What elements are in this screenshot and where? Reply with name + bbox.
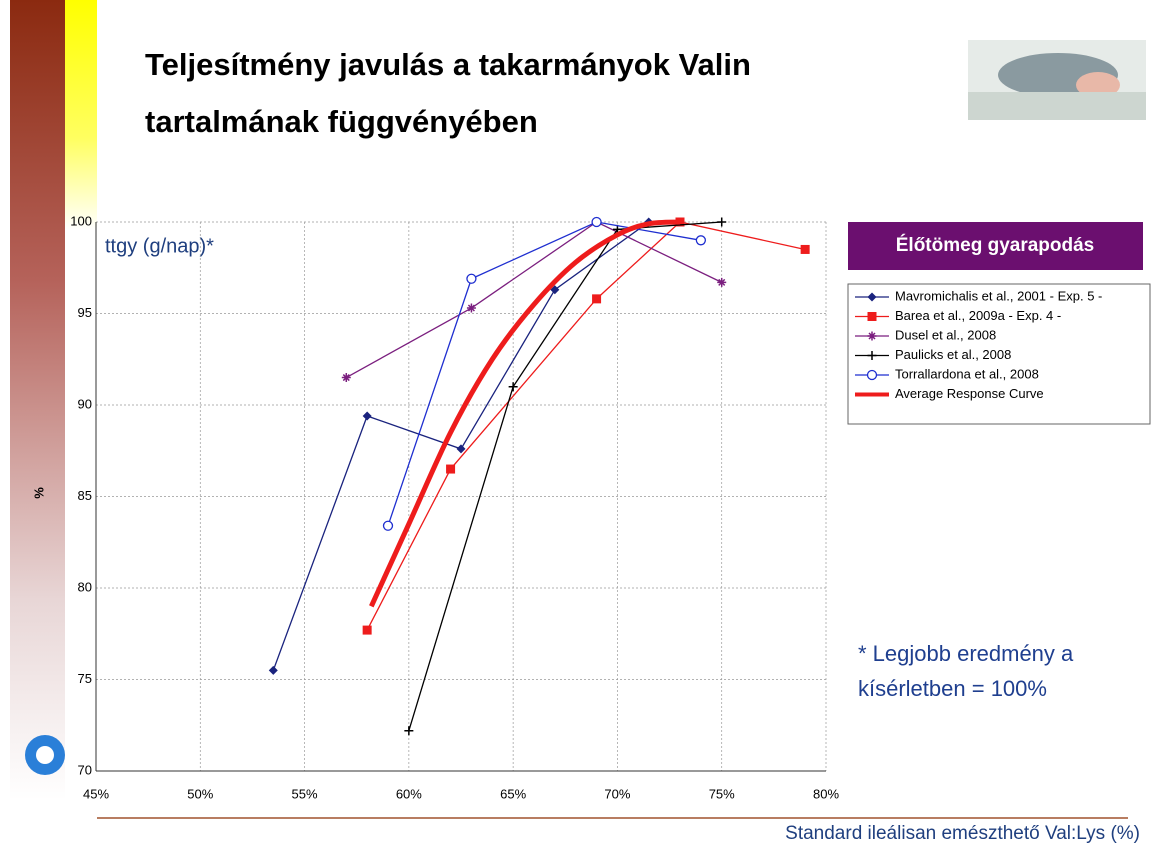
x-tick-label: 75% — [709, 786, 735, 801]
x-tick-label: 55% — [292, 786, 318, 801]
y-tick-label: 70 — [78, 762, 92, 777]
slide-title: Teljesítmény javulás a takarmányok Valin… — [145, 47, 751, 139]
y-tick-label: 85 — [78, 488, 92, 503]
x-tick-label: 60% — [396, 786, 422, 801]
legend-label: Dusel et al., 2008 — [895, 327, 996, 342]
marker — [591, 216, 602, 228]
marker — [362, 411, 372, 421]
legend-title: Élőtömeg gyarapodás — [896, 234, 1095, 256]
x-tick-label: 50% — [187, 786, 213, 801]
footnote: kísérletben = 100% — [858, 676, 1047, 701]
legend-marker — [866, 369, 878, 381]
series-line — [366, 221, 806, 631]
legend-marker — [867, 312, 877, 321]
yellow-bar — [65, 0, 97, 230]
marker — [466, 303, 476, 313]
x-axis-title: Standard ileálisan emészthető Val:Lys (%… — [785, 823, 1140, 844]
marker — [268, 665, 278, 675]
x-tick-label: 65% — [500, 786, 526, 801]
y-tick-label: 95 — [78, 305, 92, 320]
y-tick-label: 80 — [78, 579, 92, 594]
marker — [717, 277, 727, 287]
marker — [341, 373, 351, 383]
x-tick-label: 45% — [83, 786, 109, 801]
legend-title-box — [848, 222, 1143, 270]
footnote: * Legjobb eredmény a — [858, 641, 1074, 666]
side-bar — [10, 0, 65, 800]
legend-marker — [867, 351, 877, 360]
marker — [508, 382, 518, 392]
marker — [362, 625, 372, 635]
legend-marker — [867, 331, 877, 341]
annotation: ttgy (g/nap)* — [105, 235, 214, 257]
series-line — [345, 221, 722, 379]
legend-label: Mavromichalis et al., 2001 - Exp. 5 - — [895, 288, 1102, 303]
legend-box — [847, 283, 1151, 425]
marker — [466, 273, 477, 284]
marker — [456, 444, 466, 454]
y-tick-label: 75 — [78, 671, 92, 686]
pig-image — [968, 40, 1146, 120]
marker — [717, 217, 727, 227]
legend-label: Paulicks et al., 2008 — [895, 347, 1011, 362]
legend-label: Barea et al., 2009a - Exp. 4 - — [895, 308, 1061, 323]
legend-label: Torrallardona et al., 2008 — [895, 366, 1039, 381]
series-line — [408, 221, 722, 731]
marker — [800, 244, 810, 254]
marker — [404, 726, 414, 736]
legend-label: Average Response Curve — [895, 386, 1044, 401]
marker — [695, 235, 707, 246]
marker — [382, 520, 394, 531]
y-axis-title: % — [31, 487, 46, 499]
x-tick-label: 70% — [604, 786, 630, 801]
logo-inner — [36, 746, 54, 764]
x-tick-label: 80% — [813, 786, 839, 801]
y-tick-label: 90 — [78, 396, 92, 411]
legend-marker — [867, 292, 877, 302]
y-tick-label: 100 — [70, 213, 92, 228]
marker — [592, 294, 602, 304]
series-line — [387, 221, 701, 526]
marker — [446, 464, 456, 474]
series-line — [369, 219, 681, 608]
